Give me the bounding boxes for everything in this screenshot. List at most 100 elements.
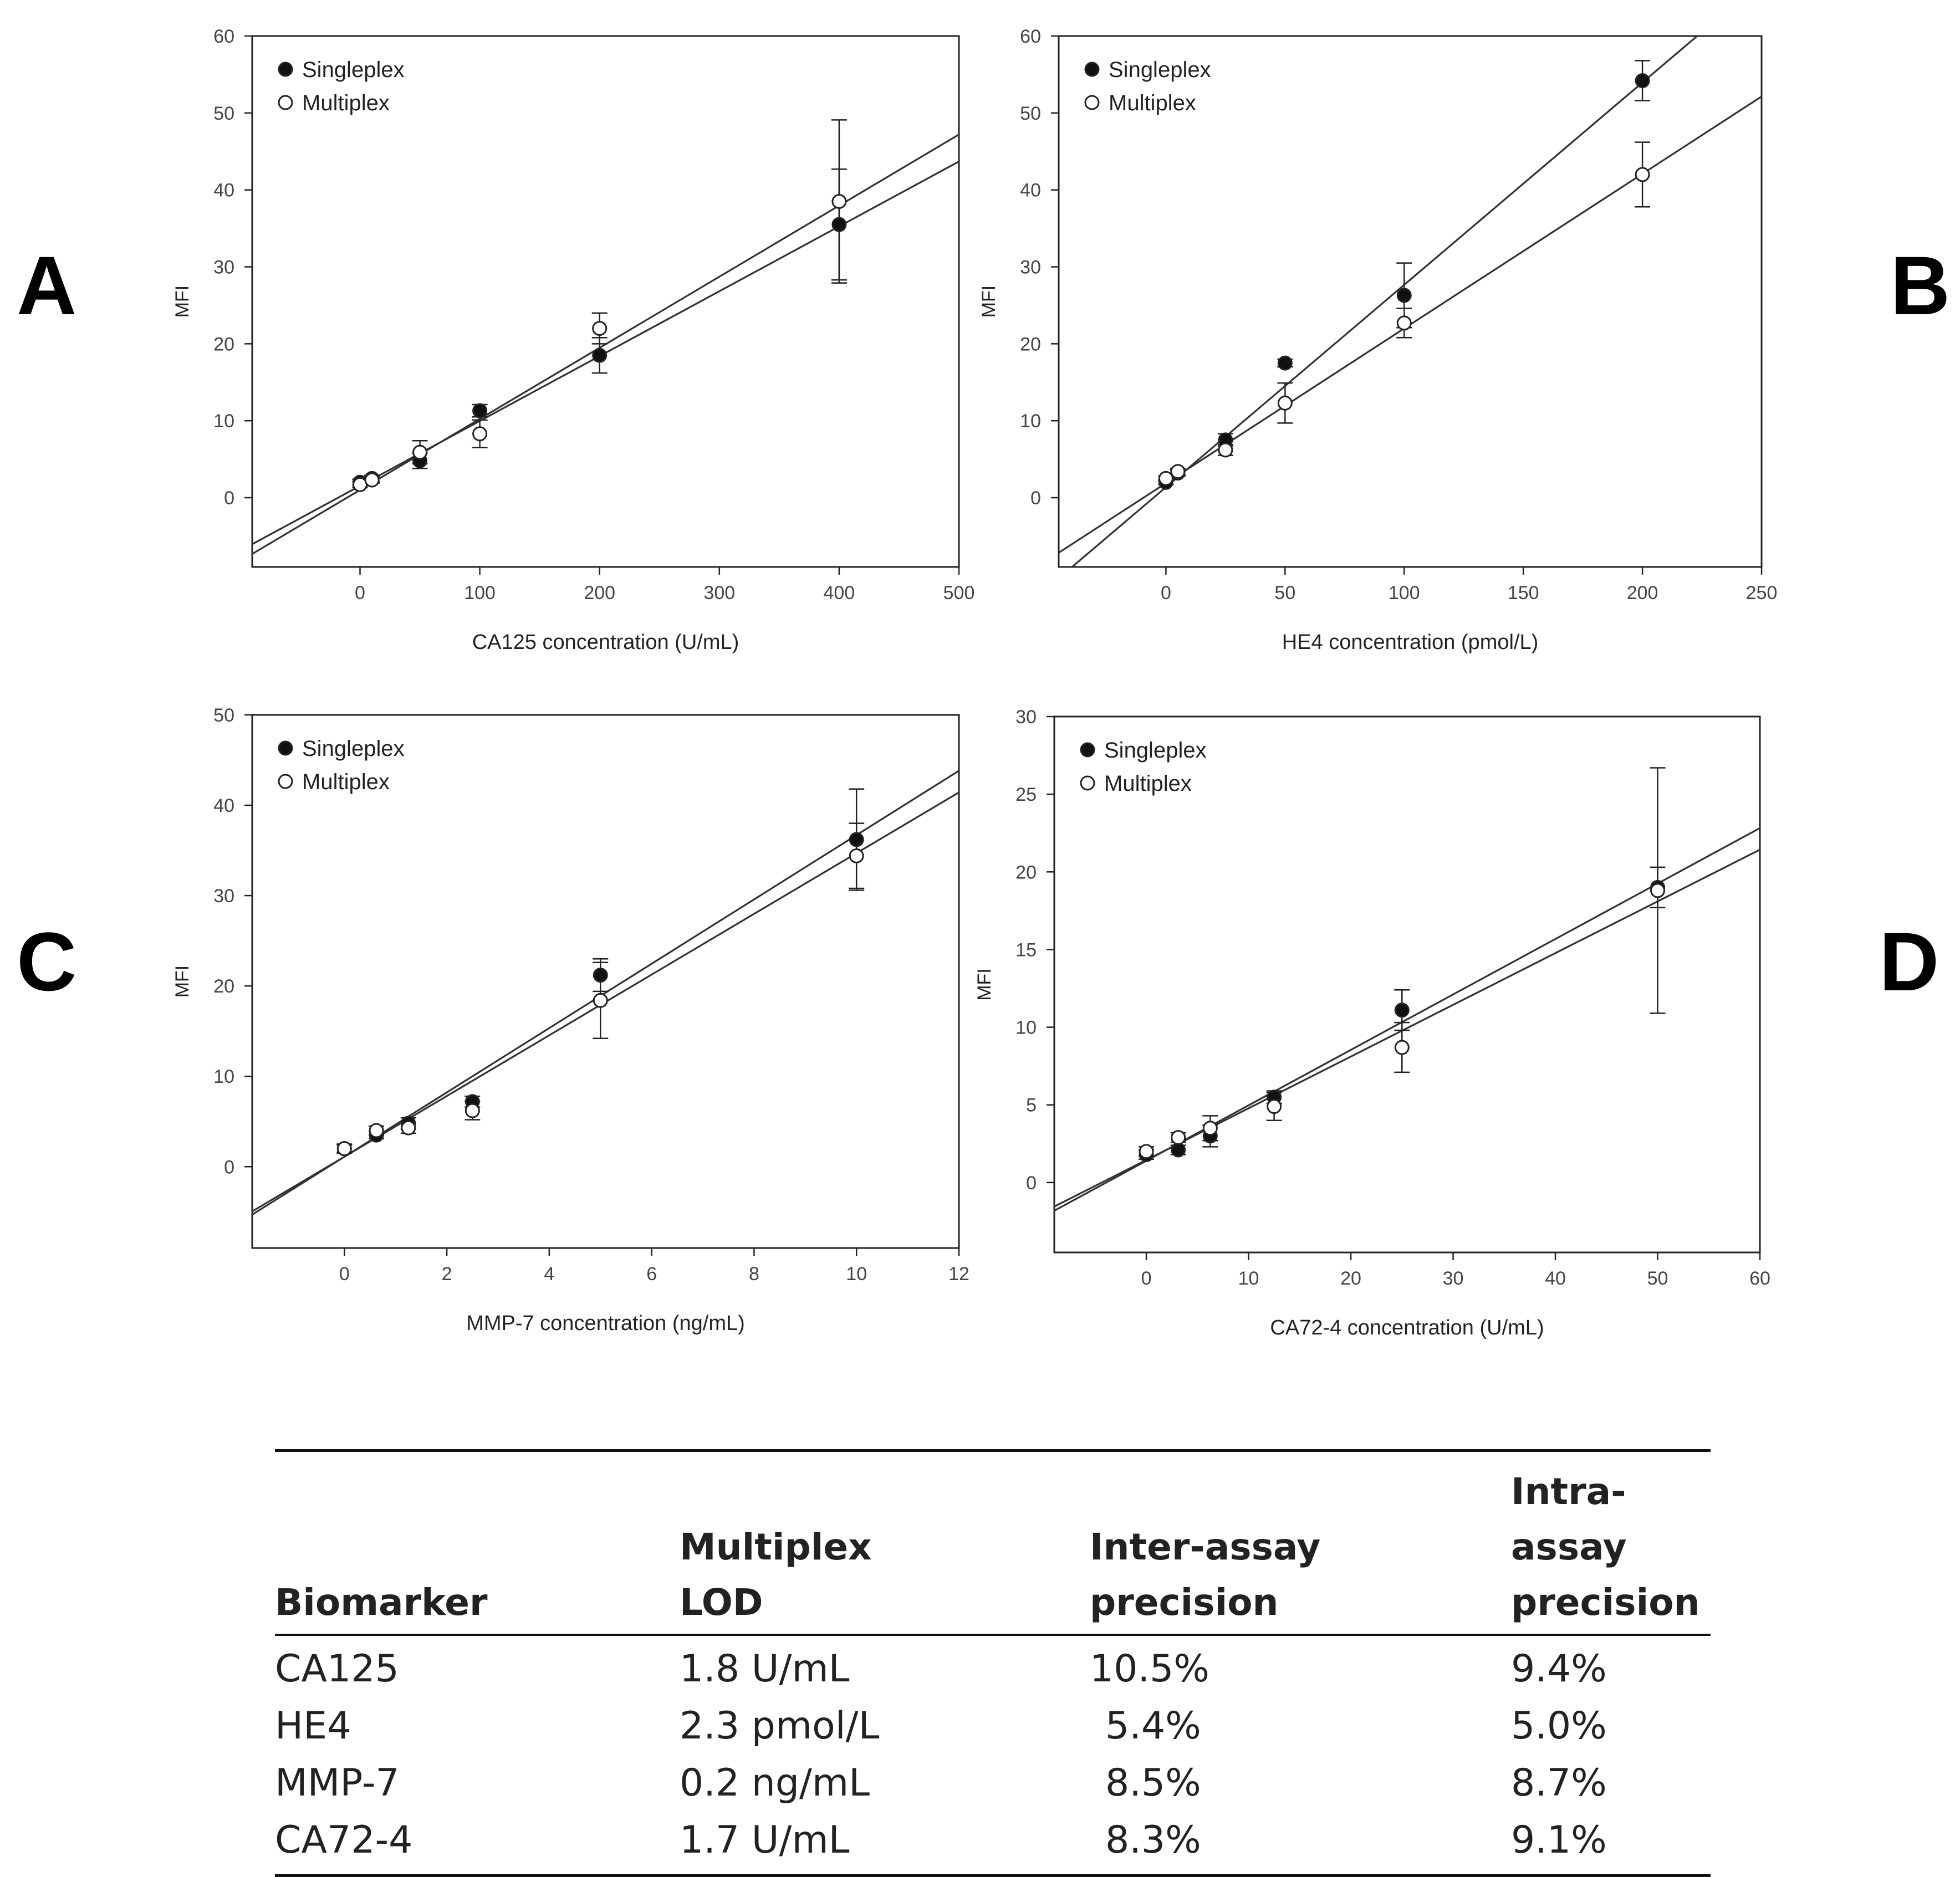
data-point-singleplex	[593, 968, 608, 983]
x-tick-label: 250	[1746, 582, 1778, 603]
y-tick-label: 40	[213, 795, 234, 816]
cell-inter-assay: 8.3%	[1090, 1812, 1511, 1877]
y-tick-label: 60	[213, 26, 234, 47]
y-tick-label: 5	[1026, 1095, 1037, 1116]
data-point-multiplex	[831, 194, 847, 209]
x-tick-label: 100	[464, 582, 496, 603]
cell-intra-assay: 5.0%	[1511, 1704, 1607, 1748]
legend-label-singleplex: Singleplex	[302, 737, 405, 761]
legend-marker-singleplex	[278, 740, 293, 756]
y-axis-label: MFI	[974, 968, 995, 1001]
y-tick-label: 50	[213, 705, 234, 726]
y-tick-label: 0	[1026, 1173, 1037, 1194]
x-tick-label: 2	[442, 1264, 452, 1285]
x-axis-label: CA125 concentration (U/mL)	[472, 631, 739, 654]
y-tick-label: 30	[1015, 707, 1037, 728]
cell-inter-assay: 10.5%	[1090, 1647, 1210, 1691]
data-point-multiplex	[1635, 167, 1650, 182]
data-point-multiplex	[1218, 442, 1233, 458]
x-tick-label: 200	[1627, 582, 1658, 603]
table-row: CA125 1.8 U/mL 10.5% 9.4%	[275, 1635, 1711, 1697]
y-tick-label: 50	[213, 103, 234, 124]
data-point-multiplex	[1171, 1130, 1186, 1145]
legend-label-singleplex: Singleplex	[302, 58, 405, 82]
y-tick-label: 40	[1020, 180, 1041, 201]
x-tick-label: 50	[1274, 582, 1295, 603]
data-point-multiplex	[593, 993, 608, 1008]
y-axis-label: MFI	[172, 965, 193, 998]
header-biomarker-line1	[275, 1520, 680, 1575]
y-tick-label: 10	[1015, 1017, 1037, 1039]
data-point-multiplex	[369, 1123, 384, 1138]
cell-biomarker: MMP-7	[275, 1761, 400, 1805]
data-point-singleplex	[592, 347, 608, 363]
cell-biomarker: HE4	[275, 1704, 351, 1748]
data-point-singleplex	[849, 832, 864, 847]
data-point-multiplex	[1277, 395, 1293, 411]
x-tick-label: 0	[355, 582, 365, 603]
data-point-multiplex	[465, 1103, 480, 1118]
y-tick-label: 50	[1020, 103, 1041, 124]
header-biomarker-line2: Biomarker	[275, 1581, 488, 1624]
data-point-multiplex	[1202, 1121, 1218, 1136]
legend-marker-multiplex	[1084, 95, 1100, 110]
panel-letter-b: B	[1890, 239, 1951, 332]
x-tick-label: 300	[703, 582, 735, 603]
legend-label-singleplex: Singleplex	[1104, 738, 1207, 763]
table-header-row: Biomarker Multiplex LOD Inter-assay prec…	[275, 1450, 1711, 1635]
x-tick-label: 30	[1443, 1268, 1464, 1289]
legend-label-multiplex: Multiplex	[1104, 771, 1192, 796]
header-inter-assay-line1: Inter-assay	[1090, 1526, 1321, 1568]
chart-a-svg: 0 100 200 300 400 500 0 10 20 30 40 50 60 CA125 conce…	[172, 26, 975, 654]
chart-b-svg: 0 50 100 150 200 250 0 10 20 30 40 50 60 HE4 concentr…	[978, 26, 1778, 654]
panel-letter-c: C	[17, 915, 77, 1008]
x-tick-label: 8	[749, 1264, 759, 1285]
legend-label-multiplex: Multiplex	[1109, 91, 1196, 115]
x-tick-label: 60	[1749, 1268, 1770, 1289]
data-point-multiplex	[1267, 1099, 1282, 1114]
x-axis-label: HE4 concentration (pmol/L)	[1282, 631, 1539, 654]
y-tick-label: 40	[213, 180, 234, 201]
plot-frame	[1058, 35, 1763, 568]
x-tick-label: 0	[1141, 1268, 1152, 1289]
legend-marker-multiplex	[278, 774, 293, 789]
data-point-multiplex	[1139, 1144, 1154, 1159]
data-point-multiplex	[1158, 470, 1173, 486]
data-point-multiplex	[472, 426, 488, 442]
data-point-singleplex	[1635, 73, 1650, 89]
x-tick-label: 150	[1508, 582, 1539, 603]
y-tick-label: 0	[224, 1157, 234, 1178]
x-tick-label: 0	[339, 1264, 350, 1285]
chart-b: 0 50 100 150 200 250 0 10 20 30 40 50 60 HE4 concentr…	[978, 26, 1778, 654]
header-lod-line2: LOD	[680, 1581, 763, 1624]
y-tick-label: 20	[1020, 334, 1041, 355]
fit-line-multiplex	[1054, 848, 1760, 1208]
data-point-singleplex	[1277, 355, 1293, 371]
data-point-singleplex	[1394, 1003, 1410, 1018]
y-tick-label: 30	[213, 257, 234, 278]
y-axis-label: MFI	[978, 285, 999, 318]
chart-a: 0 100 200 300 400 500 0 10 20 30 40 50 60 CA125 conce…	[172, 26, 975, 654]
panel-letter-d: D	[1879, 915, 1939, 1008]
cell-lod: 2.3 pmol/L	[680, 1704, 880, 1748]
table-row: CA72-4 1.7 U/mL 8.3% 9.1%	[275, 1812, 1711, 1877]
cell-intra-assay: 9.1%	[1511, 1812, 1711, 1877]
y-tick-label: 60	[1020, 26, 1041, 47]
x-tick-label: 0	[1161, 582, 1171, 603]
cell-lod: 1.7 U/mL	[680, 1812, 1090, 1877]
x-tick-label: 100	[1389, 582, 1420, 603]
y-tick-label: 0	[1030, 488, 1041, 509]
y-axis-label: MFI	[172, 285, 193, 318]
x-axis-label: CA72-4 concentration (U/mL)	[1270, 1316, 1544, 1339]
cell-lod: 0.2 ng/mL	[680, 1761, 870, 1805]
y-tick-label: 30	[213, 886, 234, 907]
x-tick-label: 400	[824, 582, 855, 603]
x-tick-label: 10	[1238, 1268, 1259, 1289]
legend-label-multiplex: Multiplex	[302, 91, 390, 115]
y-tick-label: 10	[213, 1066, 234, 1087]
data-point-multiplex	[849, 848, 864, 863]
x-tick-label: 500	[943, 582, 975, 603]
data-point-multiplex	[401, 1120, 416, 1136]
x-tick-label: 6	[646, 1264, 657, 1285]
table-row: HE4 2.3 pmol/L 5.4% 5.0%	[275, 1697, 1711, 1755]
